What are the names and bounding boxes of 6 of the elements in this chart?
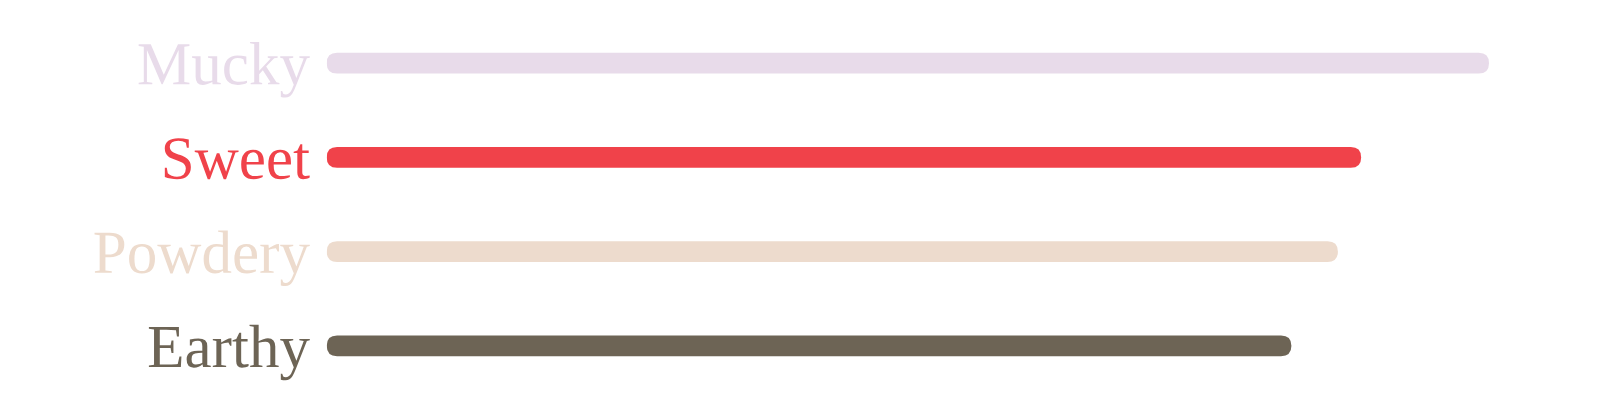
bar <box>326 241 1338 262</box>
bar <box>326 52 1489 74</box>
bar <box>326 335 1292 357</box>
y-tick-label: Sweet <box>164 138 310 180</box>
y-tick-label: Earthy <box>148 324 310 381</box>
bar <box>326 147 1362 168</box>
